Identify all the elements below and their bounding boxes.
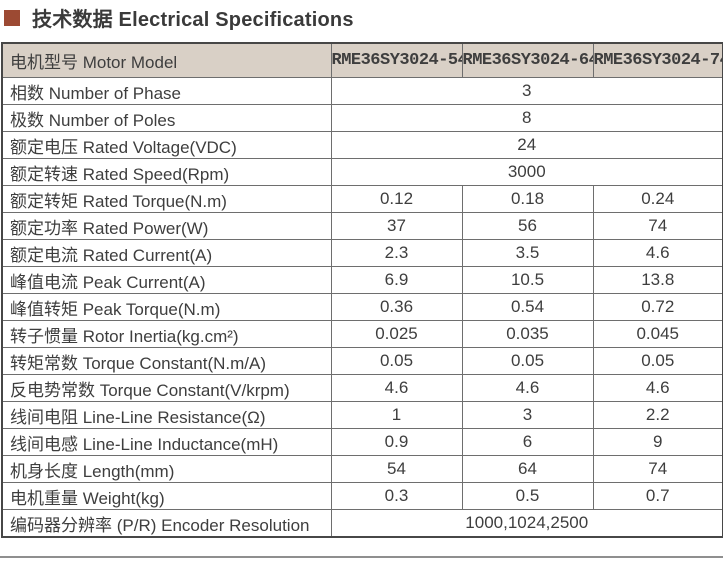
- row-label: 额定功率 Rated Power(W): [1, 212, 332, 240]
- header-motor-model-label: 电机型号 Motor Model: [1, 42, 332, 78]
- table-header-row: 电机型号 Motor Model RME36SY3024-54X RME36SY…: [1, 42, 723, 78]
- value-cell: 6.9: [330, 266, 463, 294]
- row-label: 额定电压 Rated Voltage(VDC): [1, 131, 332, 159]
- row-label: 线间电阻 Line-Line Resistance(Ω): [1, 401, 332, 429]
- row-label: 相数 Number of Phase: [1, 77, 332, 105]
- row-label: 反电势常数 Torque Constant(V/krpm): [1, 374, 332, 402]
- value-cell: 4.6: [461, 374, 594, 402]
- row-value-merged: 3000: [330, 158, 723, 186]
- value-cell: 2.3: [330, 239, 463, 267]
- row-label: 线间电感 Line-Line Inductance(mH): [1, 428, 332, 456]
- value-cell: 0.12: [330, 185, 463, 213]
- value-cell: 0.045: [592, 320, 723, 348]
- table-row-line-resistance: 线间电阻 Line-Line Resistance(Ω) 1 3 2.2: [1, 401, 723, 429]
- value-cell: 3.5: [461, 239, 594, 267]
- row-label: 编码器分辨率 (P/R) Encoder Resolution: [1, 509, 332, 538]
- value-cell: 0.9: [330, 428, 463, 456]
- row-value-merged: 3: [330, 77, 723, 105]
- table-row-length: 机身长度 Length(mm) 54 64 74: [1, 455, 723, 483]
- value-cell: 4.6: [592, 239, 723, 267]
- row-value-merged: 24: [330, 131, 723, 159]
- value-cell: 74: [592, 455, 723, 483]
- row-value-merged: 1000,1024,2500: [330, 509, 723, 538]
- value-cell: 0.3: [330, 482, 463, 510]
- value-cell: 4.6: [330, 374, 463, 402]
- bottom-divider: [0, 556, 723, 558]
- table-row-encoder-resolution: 编码器分辨率 (P/R) Encoder Resolution 1000,102…: [1, 509, 723, 538]
- table-row-torque-constant: 转矩常数 Torque Constant(N.m/A) 0.05 0.05 0.…: [1, 347, 723, 375]
- table-row-weight: 电机重量 Weight(kg) 0.3 0.5 0.7: [1, 482, 723, 510]
- page-title: 技术数据 Electrical Specifications: [32, 9, 354, 31]
- value-cell: 3: [461, 401, 594, 429]
- value-cell: 2.2: [592, 401, 723, 429]
- value-cell: 54: [330, 455, 463, 483]
- value-cell: 0.025: [330, 320, 463, 348]
- row-label: 峰值转矩 Peak Torque(N.m): [1, 293, 332, 321]
- value-cell: 56: [461, 212, 594, 240]
- table-row-rated-power: 额定功率 Rated Power(W) 37 56 74: [1, 212, 723, 240]
- row-value-merged: 8: [330, 104, 723, 132]
- row-label: 额定转矩 Rated Torque(N.m): [1, 185, 332, 213]
- table-row-peak-torque: 峰值转矩 Peak Torque(N.m) 0.36 0.54 0.72: [1, 293, 723, 321]
- value-cell: 0.18: [461, 185, 594, 213]
- value-cell: 0.72: [592, 293, 723, 321]
- row-label: 电机重量 Weight(kg): [1, 482, 332, 510]
- row-label: 额定转速 Rated Speed(Rpm): [1, 158, 332, 186]
- value-cell: 9: [592, 428, 723, 456]
- value-cell: 74: [592, 212, 723, 240]
- table-row-poles: 极数 Number of Poles 8: [1, 104, 723, 132]
- row-label: 转子惯量 Rotor Inertia(kg.cm²): [1, 320, 332, 348]
- header-model-74x: RME36SY3024-74X: [592, 42, 723, 78]
- value-cell: 0.05: [330, 347, 463, 375]
- value-cell: 64: [461, 455, 594, 483]
- value-cell: 0.54: [461, 293, 594, 321]
- row-label: 极数 Number of Poles: [1, 104, 332, 132]
- value-cell: 0.5: [461, 482, 594, 510]
- value-cell: 0.05: [461, 347, 594, 375]
- row-label: 转矩常数 Torque Constant(N.m/A): [1, 347, 332, 375]
- value-cell: 37: [330, 212, 463, 240]
- value-cell: 13.8: [592, 266, 723, 294]
- value-cell: 0.36: [330, 293, 463, 321]
- table-row-back-emf-constant: 反电势常数 Torque Constant(V/krpm) 4.6 4.6 4.…: [1, 374, 723, 402]
- value-cell: 6: [461, 428, 594, 456]
- table-row-phase: 相数 Number of Phase 3: [1, 77, 723, 105]
- value-cell: 0.035: [461, 320, 594, 348]
- table-row-rotor-inertia: 转子惯量 Rotor Inertia(kg.cm²) 0.025 0.035 0…: [1, 320, 723, 348]
- table-row-peak-current: 峰值电流 Peak Current(A) 6.9 10.5 13.8: [1, 266, 723, 294]
- row-label: 峰值电流 Peak Current(A): [1, 266, 332, 294]
- electrical-specs-table: 电机型号 Motor Model RME36SY3024-54X RME36SY…: [1, 42, 723, 538]
- header-model-64x: RME36SY3024-64X: [461, 42, 594, 78]
- row-label: 机身长度 Length(mm): [1, 455, 332, 483]
- section-bullet-icon: [4, 9, 20, 26]
- value-cell: 0.7: [592, 482, 723, 510]
- table-row-rated-torque: 额定转矩 Rated Torque(N.m) 0.12 0.18 0.24: [1, 185, 723, 213]
- value-cell: 4.6: [592, 374, 723, 402]
- table-row-rated-current: 额定电流 Rated Current(A) 2.3 3.5 4.6: [1, 239, 723, 267]
- section-title-row: 技术数据 Electrical Specifications: [4, 3, 354, 32]
- value-cell: 0.24: [592, 185, 723, 213]
- table-row-line-inductance: 线间电感 Line-Line Inductance(mH) 0.9 6 9: [1, 428, 723, 456]
- value-cell: 10.5: [461, 266, 594, 294]
- table-row-rated-speed: 额定转速 Rated Speed(Rpm) 3000: [1, 158, 723, 186]
- header-model-54x: RME36SY3024-54X: [330, 42, 463, 78]
- value-cell: 0.05: [592, 347, 723, 375]
- table-row-rated-voltage: 额定电压 Rated Voltage(VDC) 24: [1, 131, 723, 159]
- row-label: 额定电流 Rated Current(A): [1, 239, 332, 267]
- value-cell: 1: [330, 401, 463, 429]
